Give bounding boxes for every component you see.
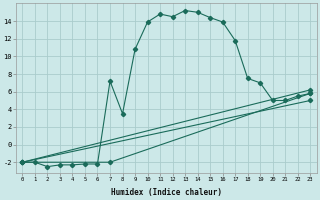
X-axis label: Humidex (Indice chaleur): Humidex (Indice chaleur) — [111, 188, 222, 197]
